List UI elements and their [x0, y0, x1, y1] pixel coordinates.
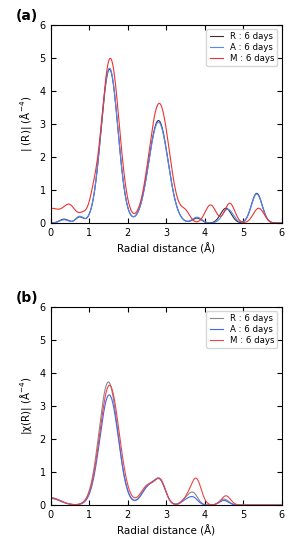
- A : 6 days: (2.03, 0.391): 6 days: (2.03, 0.391): [127, 207, 130, 213]
- Legend: R : 6 days, A : 6 days, M : 6 days: R : 6 days, A : 6 days, M : 6 days: [206, 311, 277, 348]
- A : 6 days: (1.01, 0.296): 6 days: (1.01, 0.296): [88, 210, 91, 217]
- M : 6 days: (2.61, 2.59): 6 days: (2.61, 2.59): [149, 134, 153, 141]
- Line: M : 6 days: M : 6 days: [51, 385, 282, 505]
- M : 6 days: (2.61, 0.667): 6 days: (2.61, 0.667): [149, 480, 153, 486]
- M : 6 days: (6, 5.52e-33): 6 days: (6, 5.52e-33): [280, 502, 284, 508]
- R : 6 days: (1.53, 4.65): 6 days: (1.53, 4.65): [108, 66, 111, 73]
- A : 6 days: (3.28, 0.473): 6 days: (3.28, 0.473): [175, 204, 179, 211]
- R : 6 days: (0.796, 0.0515): 6 days: (0.796, 0.0515): [79, 500, 83, 507]
- M : 6 days: (3.16, 0.0629): 6 days: (3.16, 0.0629): [171, 500, 174, 506]
- Y-axis label: | (R)| (Å$^{-4}$): | (R)| (Å$^{-4}$): [18, 96, 34, 152]
- A : 6 days: (3.16, 1.1): 6 days: (3.16, 1.1): [171, 183, 174, 190]
- M : 6 days: (0.796, 0.0498): 6 days: (0.796, 0.0498): [79, 500, 83, 507]
- A : 6 days: (1.01, 0.351): 6 days: (1.01, 0.351): [88, 490, 91, 497]
- R : 6 days: (6, 1.88e-05): 6 days: (6, 1.88e-05): [280, 220, 284, 227]
- R : 6 days: (3.28, 0.0353): 6 days: (3.28, 0.0353): [175, 501, 179, 507]
- A : 6 days: (1.52, 3.33): 6 days: (1.52, 3.33): [108, 391, 111, 398]
- M : 6 days: (2.03, 0.616): 6 days: (2.03, 0.616): [127, 199, 130, 206]
- A : 6 days: (0.796, 0.0363): 6 days: (0.796, 0.0363): [79, 501, 83, 507]
- Text: (b): (b): [16, 290, 38, 305]
- R : 6 days: (0.796, 0.18): 6 days: (0.796, 0.18): [79, 214, 83, 221]
- M : 6 days: (6, 4.62e-05): 6 days: (6, 4.62e-05): [280, 220, 284, 227]
- M : 6 days: (1.55, 4.98): 6 days: (1.55, 4.98): [109, 55, 112, 62]
- A : 6 days: (3.16, 0.062): 6 days: (3.16, 0.062): [171, 500, 174, 506]
- R : 6 days: (0, 0.22): 6 days: (0, 0.22): [49, 495, 52, 501]
- M : 6 days: (0, 0.22): 6 days: (0, 0.22): [49, 495, 52, 501]
- R : 6 days: (0, 0.00171): 6 days: (0, 0.00171): [49, 220, 52, 227]
- A : 6 days: (0.796, 0.198): 6 days: (0.796, 0.198): [79, 213, 83, 220]
- A : 6 days: (2.61, 2.27): 6 days: (2.61, 2.27): [149, 145, 153, 151]
- A : 6 days: (3.28, 0.0294): 6 days: (3.28, 0.0294): [175, 501, 179, 507]
- R : 6 days: (6, 2.12e-35): 6 days: (6, 2.12e-35): [280, 502, 284, 508]
- Line: R : 6 days: R : 6 days: [51, 382, 282, 505]
- X-axis label: Radial distance (Å): Radial distance (Å): [117, 525, 215, 537]
- Text: (a): (a): [16, 9, 38, 23]
- R : 6 days: (3.16, 1.11): 6 days: (3.16, 1.11): [171, 183, 174, 189]
- R : 6 days: (2.61, 0.689): 6 days: (2.61, 0.689): [149, 479, 153, 485]
- R : 6 days: (3.16, 0.06): 6 days: (3.16, 0.06): [171, 500, 174, 506]
- A : 6 days: (0, 0.00142): 6 days: (0, 0.00142): [49, 220, 52, 227]
- M : 6 days: (3.16, 1.56): 6 days: (3.16, 1.56): [171, 168, 174, 175]
- Line: M : 6 days: M : 6 days: [51, 58, 282, 223]
- Line: R : 6 days: R : 6 days: [51, 69, 282, 223]
- A : 6 days: (2.61, 0.667): 6 days: (2.61, 0.667): [149, 480, 153, 486]
- Legend: R : 6 days, A : 6 days, M : 6 days: R : 6 days, A : 6 days, M : 6 days: [206, 29, 277, 66]
- M : 6 days: (3.28, 0.0231): 6 days: (3.28, 0.0231): [175, 501, 179, 508]
- R : 6 days: (1.01, 0.466): 6 days: (1.01, 0.466): [88, 486, 91, 493]
- Y-axis label: |χ(R)| (Å$^{-4}$): |χ(R)| (Å$^{-4}$): [18, 376, 34, 435]
- R : 6 days: (2.61, 2.3): 6 days: (2.61, 2.3): [149, 144, 153, 150]
- M : 6 days: (3.28, 0.801): 6 days: (3.28, 0.801): [175, 193, 179, 200]
- M : 6 days: (0, 0.452): 6 days: (0, 0.452): [49, 205, 52, 211]
- R : 6 days: (1.01, 0.293): 6 days: (1.01, 0.293): [88, 210, 91, 217]
- A : 6 days: (2.03, 0.367): 6 days: (2.03, 0.367): [127, 490, 130, 496]
- A : 6 days: (0, 0.2): 6 days: (0, 0.2): [49, 495, 52, 502]
- M : 6 days: (1.01, 0.419): 6 days: (1.01, 0.419): [88, 488, 91, 495]
- A : 6 days: (6, 1.65e-35): 6 days: (6, 1.65e-35): [280, 502, 284, 508]
- R : 6 days: (2.03, 0.39): 6 days: (2.03, 0.39): [127, 207, 130, 213]
- A : 6 days: (6, 1.83e-05): 6 days: (6, 1.83e-05): [280, 220, 284, 227]
- M : 6 days: (1.53, 3.62): 6 days: (1.53, 3.62): [108, 382, 111, 389]
- X-axis label: Radial distance (Å): Radial distance (Å): [117, 244, 215, 255]
- M : 6 days: (2.03, 0.517): 6 days: (2.03, 0.517): [127, 485, 130, 491]
- Line: A : 6 days: A : 6 days: [51, 68, 282, 223]
- R : 6 days: (3.28, 0.481): 6 days: (3.28, 0.481): [175, 204, 179, 211]
- M : 6 days: (1.01, 0.693): 6 days: (1.01, 0.693): [88, 197, 91, 204]
- R : 6 days: (1.5, 3.72): 6 days: (1.5, 3.72): [107, 379, 110, 385]
- A : 6 days: (1.53, 4.68): 6 days: (1.53, 4.68): [108, 65, 111, 72]
- R : 6 days: (2.03, 0.343): 6 days: (2.03, 0.343): [127, 490, 130, 497]
- M : 6 days: (0.796, 0.33): 6 days: (0.796, 0.33): [79, 209, 83, 216]
- Line: A : 6 days: A : 6 days: [51, 395, 282, 505]
